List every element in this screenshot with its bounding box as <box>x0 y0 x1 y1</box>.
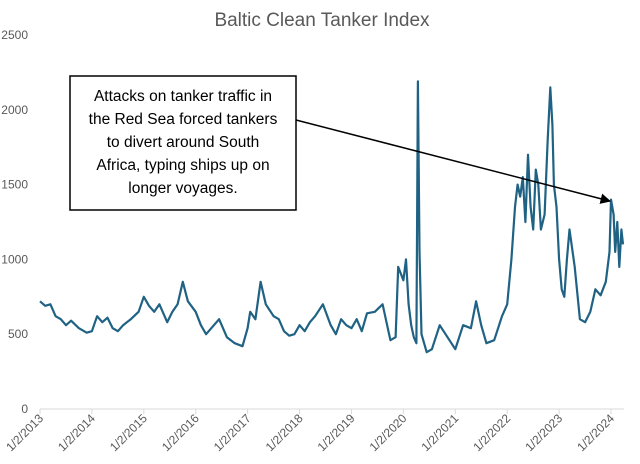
x-tick-label: 1/2/2015 <box>107 411 150 454</box>
annotation-box <box>69 75 297 211</box>
y-tick-label: 0 <box>21 402 28 416</box>
x-tick-label: 1/2/2023 <box>522 411 565 454</box>
annotation-arrow <box>295 119 612 204</box>
y-tick-label: 1500 <box>1 178 28 192</box>
y-tick-label: 500 <box>8 327 28 341</box>
annotation-line-4: Africa, typing ships up on <box>96 157 269 174</box>
x-tick-label: 1/2/2020 <box>367 411 410 454</box>
x-tick-label: 1/2/2019 <box>315 411 358 454</box>
x-tick-label: 1/2/2014 <box>55 411 98 454</box>
annotation-line-3: to divert around South <box>107 134 260 151</box>
y-tick-label: 2500 <box>1 28 28 42</box>
x-tick-label: 1/2/2021 <box>418 411 461 454</box>
x-tick-label: 1/2/2022 <box>470 411 513 454</box>
x-tick-label: 1/2/2024 <box>574 411 617 454</box>
x-tick-label: 1/2/2018 <box>263 411 306 454</box>
annotation-line-2: the Red Sea forced tankers <box>89 111 278 128</box>
y-axis: 0 500 1000 1500 2000 2500 <box>1 28 28 416</box>
annotation-callout: Attacks on tanker traffic in the Red Sea… <box>69 75 612 211</box>
x-axis: 1/2/2013 1/2/2014 1/2/2015 1/2/2016 1/2/2017… <box>3 408 624 454</box>
series-line-baltic-clean-tanker-index <box>39 80 625 354</box>
y-tick-label: 2000 <box>1 103 28 117</box>
x-tick-label: 1/2/2013 <box>3 411 46 454</box>
annotation-line-5: longer voyages. <box>128 180 237 197</box>
y-tick-label: 1000 <box>1 252 28 266</box>
chart-title: Baltic Clean Tanker Index <box>214 10 430 31</box>
x-tick-label: 1/2/2017 <box>211 411 254 454</box>
x-tick-label: 1/2/2016 <box>159 411 202 454</box>
annotation-line-1: Attacks on tanker traffic in <box>94 88 272 105</box>
